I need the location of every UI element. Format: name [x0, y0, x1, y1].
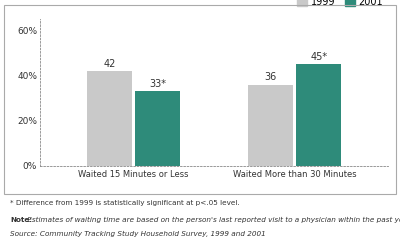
- Text: 33*: 33*: [149, 79, 166, 89]
- Bar: [296, 64, 341, 166]
- Text: 45*: 45*: [310, 52, 327, 62]
- Text: 42: 42: [103, 59, 116, 69]
- Bar: [87, 71, 132, 166]
- Text: Source: Community Tracking Study Household Survey, 1999 and 2001: Source: Community Tracking Study Househo…: [10, 231, 266, 237]
- Text: Note:: Note:: [10, 217, 32, 223]
- Legend: 1999, 2001: 1999, 2001: [297, 0, 383, 7]
- Bar: [135, 91, 180, 166]
- Bar: [248, 85, 293, 166]
- Text: * Difference from 1999 is statistically significant at p<.05 level.: * Difference from 1999 is statistically …: [10, 200, 240, 206]
- Text: 36: 36: [264, 72, 276, 82]
- Text: Estimates of waiting time are based on the person's last reported visit to a phy: Estimates of waiting time are based on t…: [25, 217, 400, 223]
